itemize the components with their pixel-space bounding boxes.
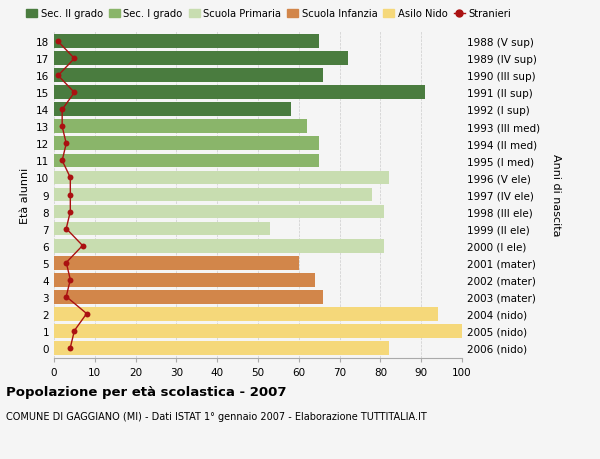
- Point: [61, 293, 71, 301]
- Bar: [54, 256, 299, 270]
- Bar: [54, 154, 319, 168]
- Bar: [54, 222, 270, 236]
- Point: [70, 90, 79, 97]
- Bar: [54, 239, 385, 253]
- Bar: [54, 205, 385, 219]
- Bar: [54, 69, 323, 83]
- Bar: [54, 290, 323, 304]
- Bar: [54, 188, 372, 202]
- Point: [61, 140, 71, 148]
- Y-axis label: Età alunni: Età alunni: [20, 167, 31, 223]
- Bar: [54, 35, 319, 49]
- Point: [58, 157, 67, 165]
- Text: Popolazione per età scolastica - 2007: Popolazione per età scolastica - 2007: [6, 386, 287, 398]
- Point: [78, 242, 88, 250]
- Bar: [54, 171, 389, 185]
- Point: [65, 344, 75, 352]
- Bar: [54, 324, 462, 338]
- Point: [65, 276, 75, 284]
- Point: [53, 39, 63, 46]
- Point: [61, 225, 71, 233]
- Legend: Sec. II grado, Sec. I grado, Scuola Primaria, Scuola Infanzia, Asilo Nido, Stran: Sec. II grado, Sec. I grado, Scuola Prim…: [26, 10, 511, 19]
- Point: [65, 174, 75, 182]
- Point: [70, 327, 79, 335]
- Bar: [54, 307, 437, 321]
- Bar: [54, 103, 290, 117]
- Bar: [54, 137, 319, 151]
- Point: [65, 191, 75, 199]
- Point: [58, 106, 67, 114]
- Bar: [54, 120, 307, 134]
- Text: COMUNE DI GAGGIANO (MI) - Dati ISTAT 1° gennaio 2007 - Elaborazione TUTTITALIA.I: COMUNE DI GAGGIANO (MI) - Dati ISTAT 1° …: [6, 411, 427, 421]
- Bar: [54, 273, 315, 287]
- Point: [65, 208, 75, 216]
- Point: [70, 56, 79, 63]
- Point: [82, 310, 91, 318]
- Bar: [54, 52, 348, 66]
- Bar: [54, 86, 425, 100]
- Bar: [54, 341, 389, 355]
- Point: [58, 123, 67, 131]
- Point: [53, 73, 63, 80]
- Point: [61, 259, 71, 267]
- Y-axis label: Anni di nascita: Anni di nascita: [551, 154, 561, 236]
